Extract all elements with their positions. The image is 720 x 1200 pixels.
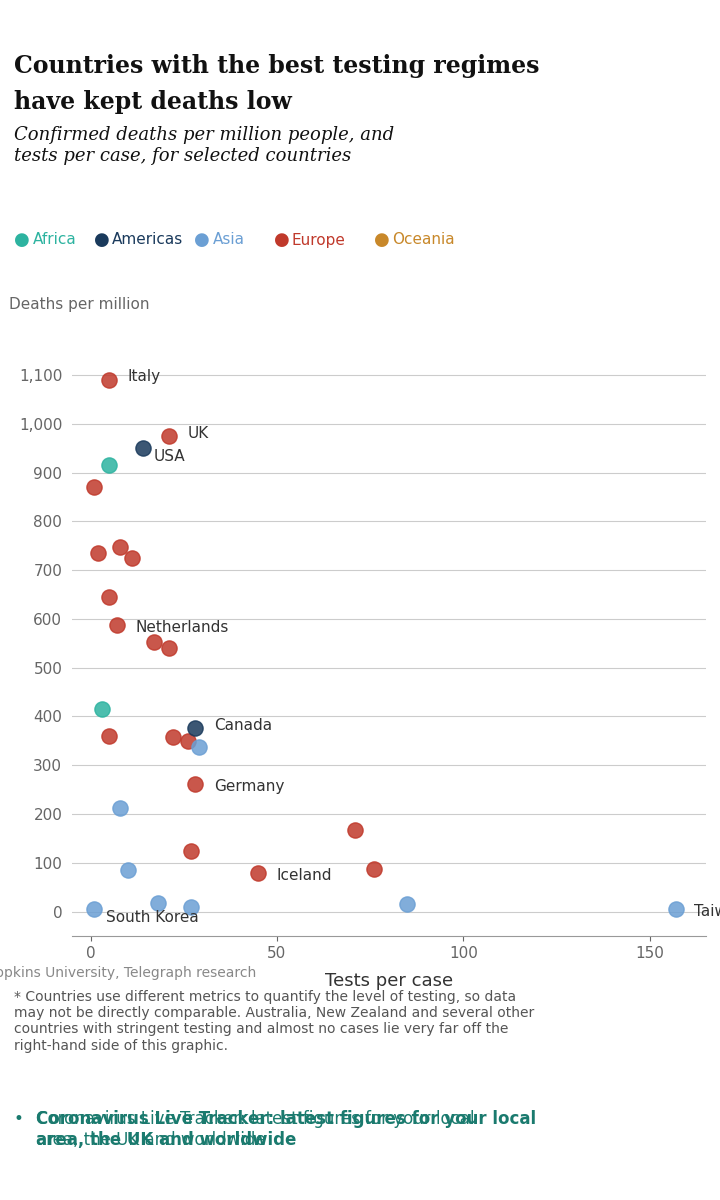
- Text: Americas: Americas: [112, 233, 183, 247]
- Text: ●: ●: [94, 230, 109, 248]
- Point: [89, 900, 100, 919]
- Point: [189, 774, 201, 793]
- Text: ●: ●: [374, 230, 390, 248]
- Text: ●: ●: [274, 230, 289, 248]
- Text: USA: USA: [154, 450, 186, 464]
- Text: ●: ●: [14, 230, 30, 248]
- Point: [89, 478, 100, 497]
- Point: [148, 632, 160, 652]
- Point: [137, 438, 148, 457]
- Text: Confirmed deaths per million people, and
tests per case, for selected countries: Confirmed deaths per million people, and…: [14, 126, 395, 164]
- Point: [104, 726, 115, 745]
- Text: South Korea: South Korea: [106, 911, 198, 925]
- Text: have kept deaths low: have kept deaths low: [14, 90, 292, 114]
- Text: Netherlands: Netherlands: [135, 619, 229, 635]
- Point: [186, 841, 197, 860]
- Text: Coronavirus Live Tracker: latest figures for your local
area, the UK and worldwi: Coronavirus Live Tracker: latest figures…: [36, 1110, 474, 1148]
- Point: [104, 371, 115, 390]
- Point: [122, 860, 134, 880]
- Text: Europe: Europe: [292, 233, 346, 247]
- Point: [670, 899, 682, 918]
- Point: [253, 863, 264, 882]
- Text: ●: ●: [194, 230, 210, 248]
- Text: Deaths per million: Deaths per million: [9, 296, 149, 312]
- Point: [114, 798, 126, 817]
- Point: [167, 727, 179, 746]
- X-axis label: Tests per case: Tests per case: [325, 972, 453, 990]
- Text: •: •: [14, 1110, 35, 1128]
- Point: [163, 426, 175, 445]
- Point: [152, 893, 163, 912]
- Point: [114, 538, 126, 557]
- Text: Iceland: Iceland: [277, 868, 333, 882]
- Text: Countries with the best testing regimes: Countries with the best testing regimes: [14, 54, 540, 78]
- Text: Asia: Asia: [212, 233, 244, 247]
- Text: Coronavirus Live Tracker: latest figures for your local
area, the UK and worldwi: Coronavirus Live Tracker: latest figures…: [36, 1110, 536, 1148]
- Point: [111, 616, 122, 635]
- Point: [368, 859, 379, 878]
- Point: [96, 700, 107, 719]
- Point: [126, 548, 138, 568]
- Point: [181, 731, 193, 750]
- Text: Africa: Africa: [32, 233, 76, 247]
- Text: Source: Johns Hopkins University, Telegraph research: Source: Johns Hopkins University, Telegr…: [0, 966, 256, 980]
- Point: [104, 456, 115, 475]
- Point: [193, 738, 204, 757]
- Point: [186, 898, 197, 917]
- Point: [163, 638, 175, 658]
- Text: Canada: Canada: [214, 718, 271, 733]
- Point: [402, 895, 413, 914]
- Point: [104, 587, 115, 606]
- Point: [189, 718, 201, 737]
- Text: UK: UK: [187, 426, 209, 442]
- Text: * Countries use different metrics to quantify the level of testing, so data
may : * Countries use different metrics to qua…: [14, 990, 535, 1052]
- Text: Italy: Italy: [128, 368, 161, 384]
- Point: [92, 544, 104, 563]
- Text: Taiwan: Taiwan: [694, 904, 720, 919]
- Text: Germany: Germany: [214, 779, 284, 793]
- Point: [349, 820, 361, 839]
- Text: Oceania: Oceania: [392, 233, 455, 247]
